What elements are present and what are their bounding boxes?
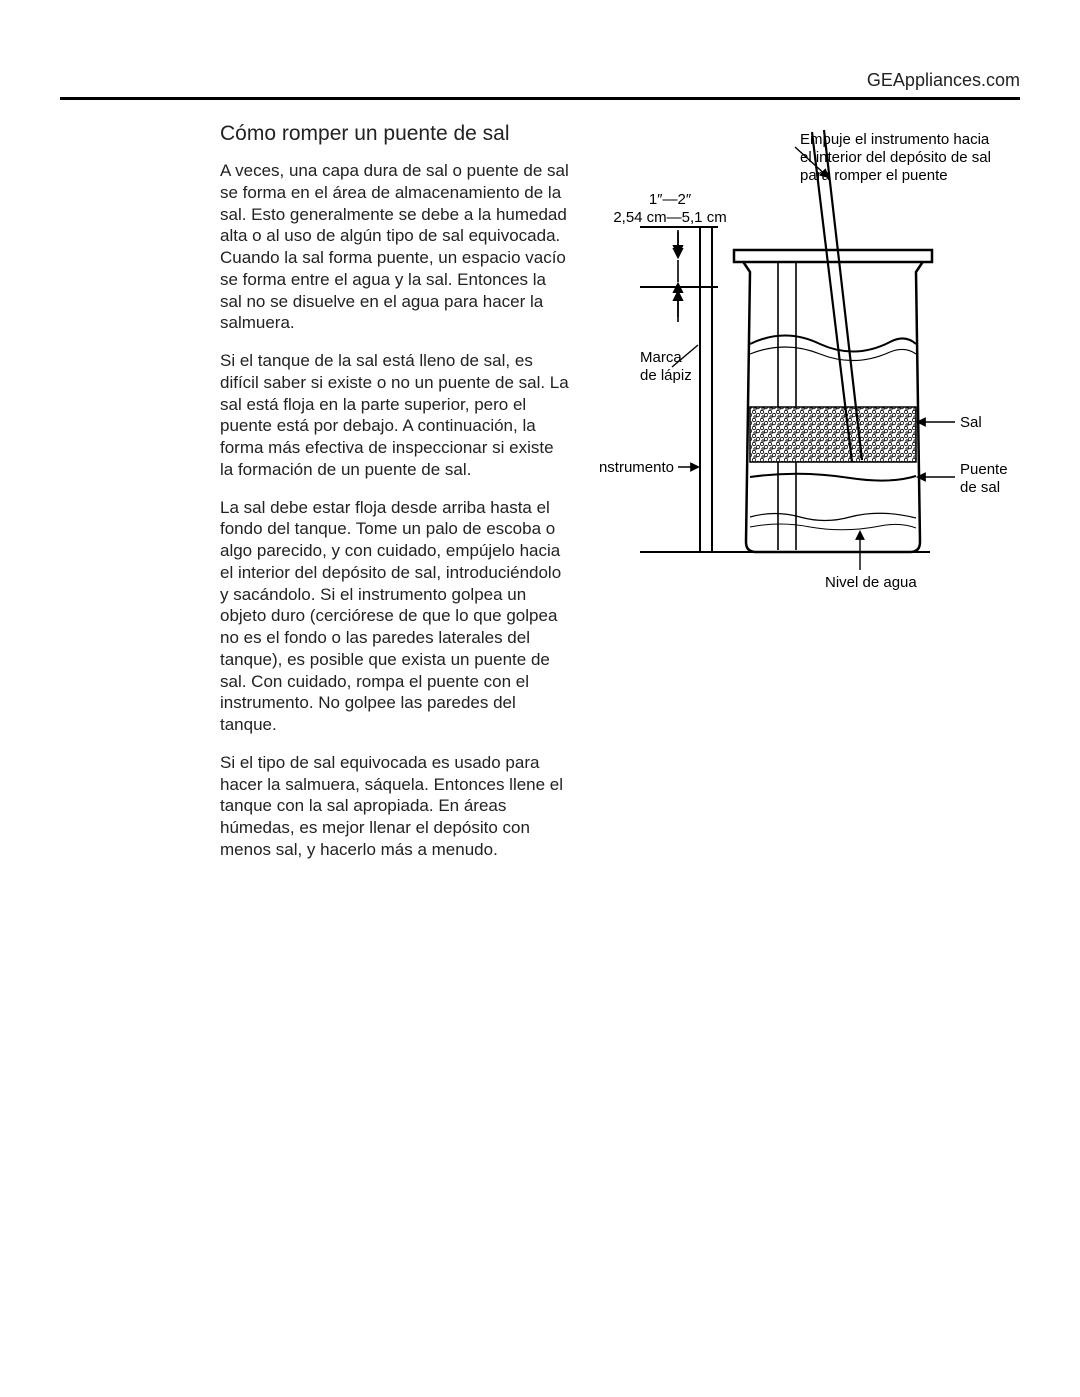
callout-push-2: el interior del depósito de sal bbox=[800, 149, 991, 166]
measure-top-label: 1″—2″ bbox=[649, 191, 692, 208]
pencil-mark-2: de lápiz bbox=[640, 367, 692, 384]
pencil-mark-1: Marca bbox=[640, 349, 682, 366]
section-title: Cómo romper un puente de sal bbox=[220, 122, 570, 146]
water-level-label: Nivel de agua bbox=[825, 574, 917, 591]
header-rule bbox=[60, 97, 1020, 100]
salt-label: Sal bbox=[960, 414, 982, 431]
instrument-label: Instrumento bbox=[600, 459, 674, 476]
salt-bridge-2: de sal bbox=[960, 479, 1000, 496]
callout-push-1: Empuje el instrumento hacia bbox=[800, 131, 990, 148]
paragraph-2: Si el tanque de la sal está lleno de sal… bbox=[220, 350, 570, 481]
salt-bridge-1: Puente bbox=[960, 461, 1008, 478]
header-url: GEAppliances.com bbox=[60, 70, 1020, 97]
paragraph-3: La sal debe estar floja desde arriba has… bbox=[220, 497, 570, 736]
paragraph-4: Si el tipo de sal equivocada es usado pa… bbox=[220, 752, 570, 861]
salt-bridge-diagram: 1″—2″ 2,54 cm—5,1 cm bbox=[600, 122, 1040, 602]
paragraph-1: A veces, una capa dura de sal o puente d… bbox=[220, 160, 570, 334]
callout-push-3: para romper el puente bbox=[800, 167, 948, 184]
measure-bottom-label: 2,54 cm—5,1 cm bbox=[613, 209, 726, 226]
